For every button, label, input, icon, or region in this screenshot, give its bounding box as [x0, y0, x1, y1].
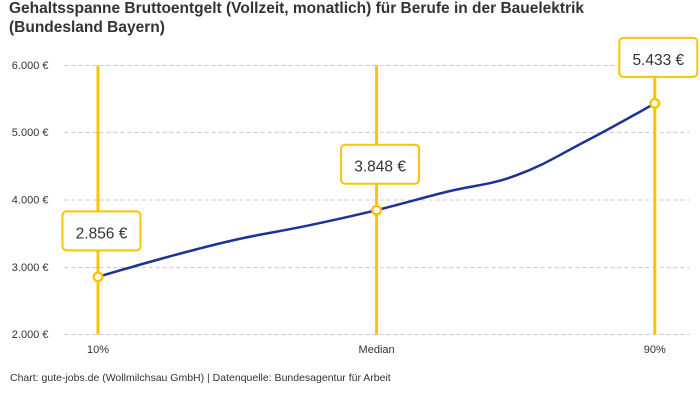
svg-text:3.000 €: 3.000 €	[12, 262, 49, 274]
svg-text:2.000 €: 2.000 €	[12, 329, 49, 341]
svg-text:Median: Median	[359, 344, 395, 356]
svg-text:5.000 €: 5.000 €	[12, 127, 49, 139]
svg-text:90%: 90%	[644, 344, 666, 356]
svg-text:5.433 €: 5.433 €	[632, 52, 684, 69]
svg-text:6.000 €: 6.000 €	[12, 60, 49, 72]
svg-text:2.856 €: 2.856 €	[76, 225, 128, 242]
svg-text:3.848 €: 3.848 €	[354, 159, 406, 176]
svg-text:10%: 10%	[87, 344, 109, 356]
svg-text:4.000 €: 4.000 €	[12, 195, 49, 207]
